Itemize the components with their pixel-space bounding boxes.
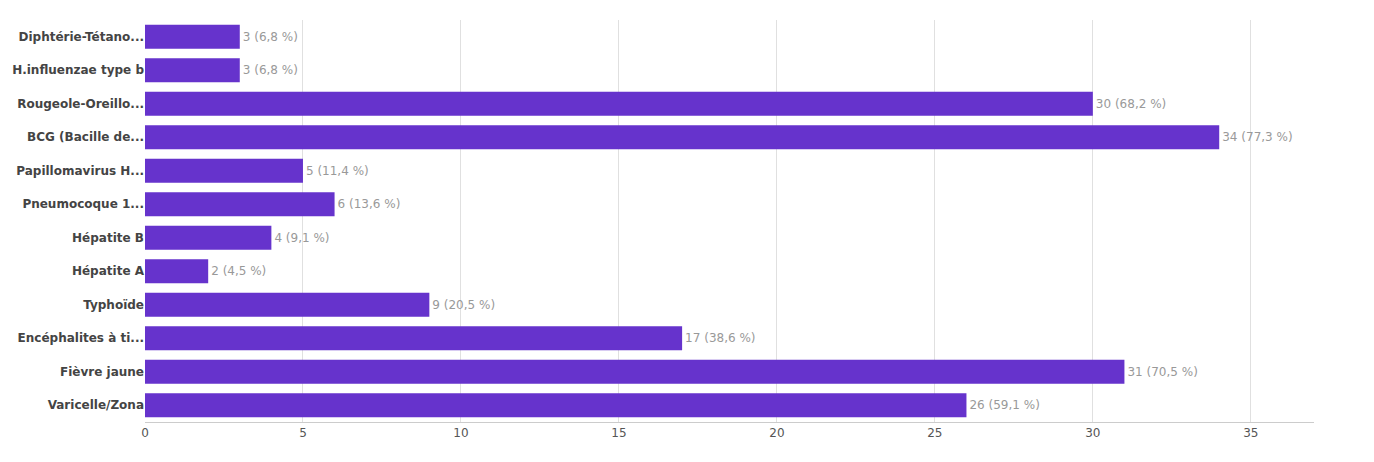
svg-text:Papillomavirus H...: Papillomavirus H... — [16, 164, 144, 178]
svg-text:3 (6,8 %): 3 (6,8 %) — [243, 30, 298, 44]
svg-text:H.influenzae type b: H.influenzae type b — [12, 63, 144, 77]
svg-text:31 (70,5 %): 31 (70,5 %) — [1127, 365, 1197, 379]
svg-text:Varicelle/Zona: Varicelle/Zona — [48, 398, 144, 412]
svg-text:0: 0 — [141, 426, 149, 440]
svg-text:Typhoïde: Typhoïde — [83, 298, 144, 312]
svg-text:35: 35 — [1243, 426, 1258, 440]
svg-text:5 (11,4 %): 5 (11,4 %) — [306, 164, 369, 178]
svg-text:10: 10 — [453, 426, 468, 440]
svg-text:25: 25 — [927, 426, 942, 440]
svg-text:4 (9,1 %): 4 (9,1 %) — [274, 231, 329, 245]
svg-text:20: 20 — [769, 426, 784, 440]
svg-text:2 (4,5 %): 2 (4,5 %) — [211, 264, 266, 278]
svg-text:15: 15 — [611, 426, 626, 440]
svg-text:30: 30 — [1085, 426, 1100, 440]
svg-text:5: 5 — [299, 426, 307, 440]
svg-text:Pneumocoque 1...: Pneumocoque 1... — [22, 197, 144, 211]
svg-text:6 (13,6 %): 6 (13,6 %) — [338, 197, 401, 211]
svg-text:3 (6,8 %): 3 (6,8 %) — [243, 63, 298, 77]
svg-text:9 (20,5 %): 9 (20,5 %) — [432, 298, 495, 312]
svg-text:Hépatite B: Hépatite B — [72, 231, 144, 245]
svg-text:Hépatite A: Hépatite A — [72, 264, 145, 278]
svg-text:Diphtérie-Tétano...: Diphtérie-Tétano... — [19, 30, 145, 44]
svg-text:30 (68,2 %): 30 (68,2 %) — [1096, 97, 1166, 111]
svg-text:Rougeole-Oreillo...: Rougeole-Oreillo... — [17, 97, 144, 111]
svg-text:Fièvre jaune: Fièvre jaune — [60, 365, 144, 379]
svg-text:34 (77,3 %): 34 (77,3 %) — [1222, 130, 1292, 144]
svg-text:BCG (Bacille de...: BCG (Bacille de... — [27, 130, 144, 144]
svg-text:17 (38,6 %): 17 (38,6 %) — [685, 331, 755, 345]
svg-text:Encéphalites à ti...: Encéphalites à ti... — [18, 331, 144, 345]
svg-text:26 (59,1 %): 26 (59,1 %) — [969, 398, 1039, 412]
